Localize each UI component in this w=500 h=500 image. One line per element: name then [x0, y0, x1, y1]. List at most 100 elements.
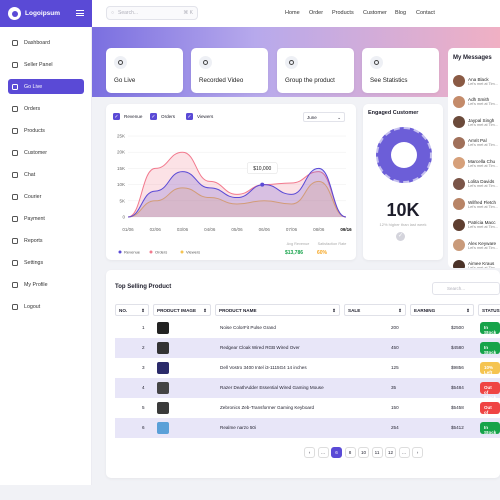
col-sale[interactable]: SALE ⇕: [344, 304, 406, 316]
message-item[interactable]: Aimee Kraus Let's met at Tim...: [453, 256, 498, 268]
sidebar-label: My Profile: [24, 281, 48, 288]
tooltip-value: $10,000: [253, 166, 271, 172]
sidebar-item-chat[interactable]: Chat: [8, 167, 84, 182]
logout-icon: [12, 303, 18, 310]
sidebar-item-settings[interactable]: Settings: [8, 255, 84, 270]
message-item[interactable]: Adh Smith Let's met at Tim...: [453, 92, 498, 112]
message-sender: Aimee Kraus: [468, 261, 495, 266]
engaged-value: 10K: [386, 200, 420, 220]
page-button[interactable]: 6: [331, 447, 342, 458]
message-content: Lolita Davids Let's met at Tim...: [468, 179, 498, 188]
table-row[interactable]: 3 Dell Vostro 3400 Intel i3-1115G4 14 inc…: [115, 358, 500, 378]
avatar: [453, 136, 465, 149]
recorded-video-card[interactable]: Recorded Video: [191, 48, 268, 93]
statistics-card[interactable]: See Statistics: [362, 48, 439, 93]
legend-revenue[interactable]: ✓ Revenue: [113, 113, 142, 120]
sidebar-item-my-profile[interactable]: My Profile: [8, 277, 84, 292]
col-label: PRODUCT IMAGE: [157, 308, 197, 313]
status-badge: In Stock: [480, 342, 500, 355]
message-item[interactable]: Patricia Macc Let's met at Tim...: [453, 215, 498, 235]
y-tick-label: 0: [122, 215, 125, 220]
check-icon: ✓: [113, 113, 120, 120]
message-item[interactable]: Wilfred Fletch Let's met at Tim...: [453, 194, 498, 214]
chevron-down-icon: ⌄: [337, 115, 341, 120]
col-no[interactable]: NO. ⇕: [115, 304, 149, 316]
nav-order[interactable]: Order: [309, 10, 324, 16]
table-row[interactable]: 1 Noise ColorFit Pulse Grand 200 $2500 In St…: [115, 318, 500, 338]
page-button[interactable]: 12: [385, 447, 396, 458]
satisfaction-value: 60%: [317, 250, 328, 256]
message-item[interactable]: Lolita Davids Let's met at Tim...: [453, 174, 498, 194]
legend-orders[interactable]: ✓ Orders: [150, 113, 175, 120]
table-row[interactable]: 5 Zebronics Zeb-Transformer Gaming Keyboa…: [115, 398, 500, 420]
message-content: Amrit Pal Let's met at Tim...: [468, 138, 498, 147]
sidebar-label: Reports: [24, 237, 43, 244]
message-sender: Adh Smith: [468, 97, 490, 102]
legend-viewers[interactable]: ✓ Viewers: [186, 113, 213, 120]
sidebar-item-customer[interactable]: Customer: [8, 145, 84, 160]
nav-blog[interactable]: Blog: [395, 10, 407, 16]
brand-bar: Logoipsum: [0, 0, 92, 27]
sidebar-label: Orders: [24, 105, 41, 112]
page-button[interactable]: 11: [371, 447, 383, 458]
col-earning[interactable]: EARNING ⇕: [410, 304, 474, 316]
x-tick-label: 03/06: [177, 227, 189, 232]
col-status[interactable]: STATUS: [478, 304, 500, 316]
range-select[interactable]: June ⌄: [303, 112, 345, 122]
sidebar-item-products[interactable]: Products: [8, 123, 84, 138]
table-row[interactable]: 2 Redgear Cloak Wired RGB Wired Over 450 $4…: [115, 338, 500, 358]
search-input[interactable]: ○ Search... ⌘ K: [106, 6, 198, 20]
product-image: [157, 322, 169, 334]
sort-icon: ⇕: [398, 308, 402, 313]
table-search-input[interactable]: Search...: [432, 282, 500, 295]
sidebar: Dashboard Seller Panel Go Live Orders Pr…: [0, 27, 92, 485]
message-item[interactable]: Amrit Pal Let's met at Tim...: [453, 133, 498, 153]
engaged-subtext: 12% higher than last week: [379, 222, 427, 227]
nav-customer[interactable]: Customer: [363, 10, 387, 16]
sidebar-item-logout[interactable]: Logout: [8, 299, 84, 314]
x-tick-label: 08/06: [313, 227, 325, 232]
nav-contact[interactable]: Contact: [416, 10, 435, 16]
message-sender: Alex Keyware: [468, 240, 497, 246]
message-preview: Let's met at Tim...: [468, 266, 498, 268]
nav-home[interactable]: Home: [285, 10, 300, 16]
sort-icon: ⇕: [203, 308, 207, 313]
sidebar-item-courier[interactable]: Courier: [8, 189, 84, 204]
user-icon: [12, 61, 18, 68]
sidebar-item-orders[interactable]: Orders: [8, 101, 84, 116]
message-sender: Wilfred Fletch: [468, 199, 497, 205]
menu-icon[interactable]: [76, 10, 84, 16]
message-item[interactable]: Jaypal Singh Let's met at Tim...: [453, 112, 498, 132]
page-button[interactable]: 10: [358, 447, 369, 458]
cell-no: 4: [142, 385, 145, 390]
nav-products[interactable]: Products: [332, 10, 354, 16]
page-button[interactable]: ...: [398, 447, 410, 458]
col-image[interactable]: PRODUCT IMAGE ⇕: [153, 304, 211, 316]
page-button[interactable]: ‹: [304, 447, 315, 458]
sidebar-item-dashboard[interactable]: Dashboard: [8, 35, 84, 50]
page-button[interactable]: ›: [412, 447, 423, 458]
message-preview: Let's met at Tim...: [468, 102, 498, 106]
message-item[interactable]: Ana Black Let's met at Tim...: [453, 71, 498, 91]
col-name[interactable]: PRODUCT NAME ⇕: [215, 304, 340, 316]
message-content: Wilfred Fletch Let's met at Tim...: [468, 200, 498, 209]
table-row[interactable]: 6 Realme narzo 50i 254 $5412 In Stock: [115, 418, 500, 438]
product-image: [157, 362, 169, 374]
cell-name: Razer DeathAdder Essential Wired Gaming …: [220, 385, 324, 390]
sidebar-item-payment[interactable]: Payment: [8, 211, 84, 226]
customer-avatar-icon: [376, 127, 432, 183]
group-product-card[interactable]: Group the product: [277, 48, 354, 93]
sidebar-item-seller-panel[interactable]: Seller Panel: [8, 57, 84, 72]
cell-earning: $2500: [451, 325, 464, 330]
go-live-card[interactable]: Go Live: [106, 48, 183, 93]
page-button[interactable]: 8: [344, 447, 356, 458]
check-icon: ✓: [186, 113, 193, 120]
avatar: [453, 75, 465, 87]
y-tick-label: 20K: [117, 150, 125, 155]
page-button[interactable]: ...: [317, 447, 329, 458]
sidebar-item-reports[interactable]: Reports: [8, 233, 84, 248]
message-item[interactable]: Marcella Chu Let's met at Tim...: [453, 153, 498, 173]
message-item[interactable]: Alex Keyware Let's met at Tim...: [453, 235, 498, 255]
table-row[interactable]: 4 Razer DeathAdder Essential Wired Gaming…: [115, 378, 500, 400]
sidebar-item-go-live[interactable]: Go Live: [8, 79, 84, 94]
